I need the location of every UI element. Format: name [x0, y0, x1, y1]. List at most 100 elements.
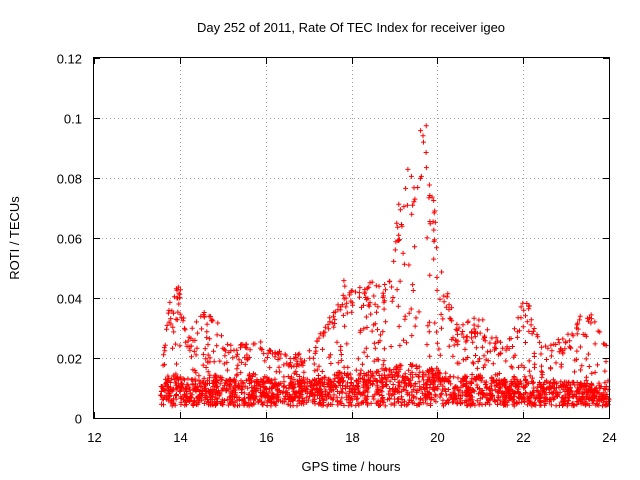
data-point: [291, 370, 297, 376]
data-point: [423, 123, 429, 129]
data-point: [432, 320, 438, 326]
data-point: [297, 400, 303, 406]
data-point: [364, 381, 370, 387]
data-point: [526, 303, 532, 309]
data-point: [177, 388, 183, 394]
data-point: [563, 385, 569, 391]
data-point: [440, 401, 446, 407]
data-point: [185, 382, 191, 388]
data-point: [201, 375, 207, 381]
data-point: [520, 384, 526, 390]
data-point: [477, 330, 483, 336]
data-point: [225, 341, 231, 347]
data-point: [272, 401, 278, 407]
data-point: [250, 341, 256, 347]
data-point: [469, 335, 475, 341]
data-point: [335, 307, 341, 313]
data-point: [360, 384, 366, 390]
data-point: [395, 303, 401, 309]
data-point: [235, 385, 241, 391]
data-point: [325, 322, 331, 328]
data-point: [245, 356, 251, 362]
data-point: [548, 402, 554, 408]
data-point: [388, 392, 394, 398]
data-point: [209, 317, 215, 323]
data-point: [406, 367, 412, 373]
data-point: [312, 350, 318, 356]
data-point: [528, 322, 534, 328]
data-point: [528, 317, 534, 323]
data-point: [583, 383, 589, 389]
data-point: [431, 256, 437, 262]
data-point: [194, 387, 200, 393]
data-point: [170, 345, 175, 351]
data-point: [401, 261, 407, 267]
y-tick-label: 0.1: [64, 112, 82, 127]
data-point: [481, 333, 487, 339]
data-point: [404, 202, 410, 208]
data-point: [353, 367, 359, 373]
data-point: [594, 390, 600, 396]
data-point: [439, 325, 444, 331]
data-point: [516, 381, 522, 386]
data-point: [311, 361, 317, 367]
data-point: [322, 375, 328, 380]
data-point: [252, 394, 258, 400]
data-point: [492, 397, 497, 403]
data-point: [444, 294, 450, 300]
data-point: [574, 399, 580, 405]
data-point: [207, 355, 213, 361]
data-point: [290, 384, 296, 390]
data-point: [551, 341, 557, 347]
data-point: [203, 365, 209, 370]
data-point: [539, 344, 545, 350]
data-point: [396, 238, 402, 243]
data-point: [539, 363, 544, 369]
data-point: [526, 306, 532, 312]
data-point: [583, 374, 589, 380]
data-point: [349, 386, 355, 392]
data-point: [526, 358, 532, 364]
data-point: [590, 400, 596, 406]
data-point: [377, 403, 383, 409]
data-point: [240, 380, 246, 386]
data-point: [210, 402, 216, 408]
data-point: [417, 384, 423, 390]
data-point: [200, 351, 206, 357]
data-point: [319, 369, 325, 374]
data-point: [443, 392, 449, 398]
data-point: [548, 342, 554, 348]
data-point: [167, 299, 173, 305]
y-tick-label: 0.08: [57, 172, 82, 187]
data-point: [410, 288, 416, 293]
data-point: [548, 353, 554, 359]
data-point: [470, 387, 476, 393]
data-point: [423, 150, 429, 155]
data-point: [182, 402, 188, 408]
data-point: [462, 346, 468, 352]
data-point: [413, 363, 419, 369]
data-point: [501, 380, 507, 386]
data-point: [244, 357, 250, 363]
data-point: [173, 341, 179, 347]
data-point: [438, 311, 444, 317]
data-point: [376, 283, 382, 289]
data-point: [348, 288, 354, 294]
data-point: [412, 196, 418, 202]
data-point: [353, 387, 359, 393]
data-point: [263, 385, 269, 391]
data-point: [493, 335, 499, 341]
data-point: [597, 396, 603, 402]
data-point: [426, 182, 432, 188]
data-point: [205, 387, 211, 393]
data-point: [476, 376, 482, 382]
data-point: [239, 359, 245, 365]
data-point: [398, 363, 404, 369]
data-point: [455, 387, 461, 393]
data-point: [335, 360, 341, 366]
data-point: [399, 394, 404, 400]
data-point: [556, 384, 562, 390]
data-point: [427, 401, 433, 407]
data-point: [350, 390, 356, 396]
data-point: [344, 310, 350, 316]
